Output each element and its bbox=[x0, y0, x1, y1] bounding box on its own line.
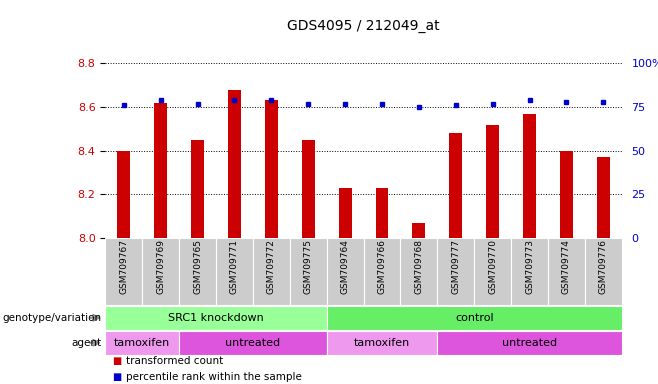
Text: agent: agent bbox=[72, 338, 102, 348]
Bar bbox=[438, 238, 474, 305]
Bar bbox=[560, 151, 573, 238]
Text: ■: ■ bbox=[112, 372, 121, 382]
Text: GSM709764: GSM709764 bbox=[341, 240, 349, 294]
Text: untreated: untreated bbox=[502, 338, 557, 348]
Bar bbox=[486, 124, 499, 238]
Text: GSM709771: GSM709771 bbox=[230, 240, 239, 295]
Text: GDS4095 / 212049_at: GDS4095 / 212049_at bbox=[288, 19, 440, 33]
Text: GSM709774: GSM709774 bbox=[562, 240, 571, 294]
Text: GSM709770: GSM709770 bbox=[488, 240, 497, 295]
Bar bbox=[179, 238, 216, 305]
Bar bbox=[449, 133, 462, 238]
Bar bbox=[105, 238, 142, 305]
Text: control: control bbox=[455, 313, 494, 323]
Bar bbox=[474, 238, 511, 305]
Bar bbox=[339, 188, 351, 238]
Bar bbox=[363, 238, 401, 305]
Bar bbox=[511, 238, 548, 305]
Text: tamoxifen: tamoxifen bbox=[114, 338, 170, 348]
Text: GSM709776: GSM709776 bbox=[599, 240, 608, 295]
Text: transformed count: transformed count bbox=[126, 356, 224, 366]
Bar bbox=[191, 140, 204, 238]
Bar bbox=[401, 238, 438, 305]
Text: GSM709773: GSM709773 bbox=[525, 240, 534, 295]
Bar bbox=[523, 114, 536, 238]
Bar bbox=[179, 331, 326, 355]
Text: GSM709765: GSM709765 bbox=[193, 240, 202, 295]
Bar bbox=[265, 101, 278, 238]
Bar bbox=[154, 103, 167, 238]
Bar bbox=[117, 151, 130, 238]
Bar bbox=[216, 238, 253, 305]
Text: GSM709775: GSM709775 bbox=[304, 240, 313, 295]
Text: GSM709772: GSM709772 bbox=[266, 240, 276, 294]
Text: GSM709769: GSM709769 bbox=[156, 240, 165, 295]
Text: ■: ■ bbox=[112, 356, 121, 366]
Text: GSM709768: GSM709768 bbox=[415, 240, 423, 295]
Text: GSM709777: GSM709777 bbox=[451, 240, 461, 295]
Text: SRC1 knockdown: SRC1 knockdown bbox=[168, 313, 264, 323]
Text: tamoxifen: tamoxifen bbox=[354, 338, 410, 348]
Text: percentile rank within the sample: percentile rank within the sample bbox=[126, 372, 302, 382]
Bar bbox=[326, 331, 438, 355]
Bar bbox=[105, 306, 326, 330]
Bar bbox=[142, 238, 179, 305]
Text: untreated: untreated bbox=[225, 338, 280, 348]
Bar bbox=[326, 306, 622, 330]
Bar bbox=[548, 238, 585, 305]
Bar bbox=[413, 223, 425, 238]
Bar bbox=[302, 140, 315, 238]
Text: GSM709767: GSM709767 bbox=[119, 240, 128, 295]
Bar bbox=[376, 188, 388, 238]
Bar bbox=[585, 238, 622, 305]
Bar bbox=[105, 331, 179, 355]
Bar bbox=[326, 238, 363, 305]
Text: GSM709766: GSM709766 bbox=[378, 240, 386, 295]
Text: genotype/variation: genotype/variation bbox=[3, 313, 102, 323]
Bar bbox=[253, 238, 290, 305]
Bar bbox=[597, 157, 610, 238]
Bar bbox=[438, 331, 622, 355]
Bar bbox=[290, 238, 326, 305]
Bar bbox=[228, 89, 241, 238]
